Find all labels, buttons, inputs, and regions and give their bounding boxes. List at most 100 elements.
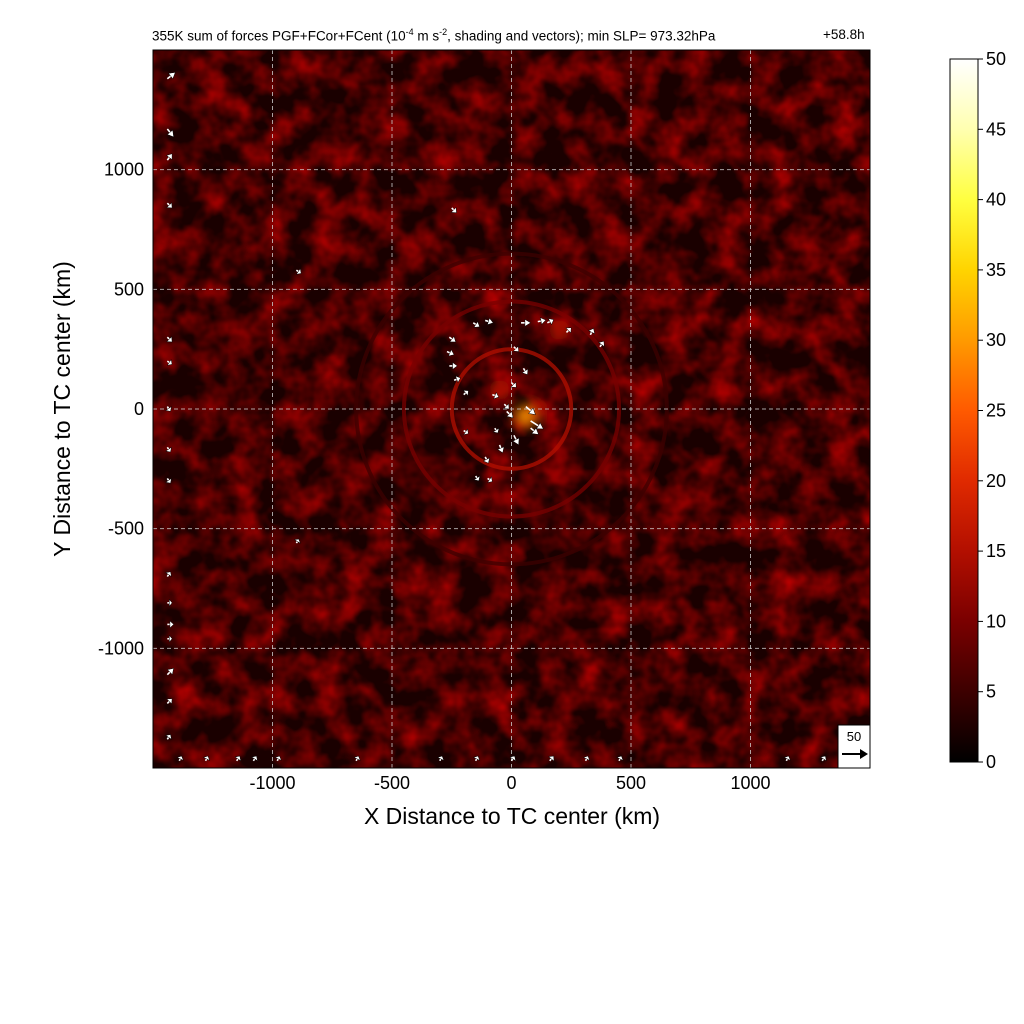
force-vector [503, 403, 510, 410]
forecast-hour-label: +58.8h [823, 27, 865, 42]
force-vector [293, 538, 301, 544]
colorbar-tick-label: 10 [986, 611, 1006, 631]
force-vector [167, 634, 173, 643]
force-vector [548, 755, 555, 762]
vector-layer [165, 72, 827, 762]
x-tick-label: -500 [374, 773, 410, 793]
x-tick-label: 500 [616, 773, 646, 793]
force-vector [176, 755, 184, 762]
x-axis-title: X Distance to TC center (km) [364, 803, 660, 829]
force-vector [512, 434, 520, 446]
y-tick-label: -500 [108, 519, 144, 539]
x-tick-label: -1000 [249, 773, 295, 793]
force-vector [166, 128, 175, 138]
colorbar-gradient [949, 58, 979, 763]
y-tick-labels: -1000 -500 0 500 1000 [98, 160, 144, 659]
colorbar-tick-label: 45 [986, 119, 1006, 139]
colorbar-tick-label: 25 [986, 401, 1006, 421]
plot-area [152, 49, 871, 769]
force-vector [484, 317, 494, 326]
chart-title: 355K sum of forces PGF+FCor+FCent (10-4 … [152, 27, 716, 44]
force-vector [506, 410, 514, 419]
force-vector [167, 598, 173, 608]
force-vector [450, 206, 457, 214]
colorbar-tick-label: 30 [986, 330, 1006, 350]
colorbar-tick-label: 35 [986, 260, 1006, 280]
reference-vector-frame [837, 724, 871, 769]
force-vector [274, 755, 282, 762]
force-vector [166, 358, 173, 366]
x-tick-labels: -1000 -500 0 500 1000 [249, 773, 770, 793]
force-vector [353, 755, 361, 762]
force-vector [166, 202, 173, 209]
colorbar-tick-label: 20 [986, 471, 1006, 491]
y-tick-label: 500 [114, 279, 144, 299]
plot-frame [152, 49, 871, 769]
ring-0 [449, 347, 574, 471]
force-vector [167, 620, 175, 629]
force-vector [537, 317, 547, 325]
ring-1 [401, 299, 622, 519]
force-vector [166, 336, 173, 343]
colorbar-tick-label: 5 [986, 682, 996, 702]
y-tick-label: 1000 [104, 160, 144, 180]
grid-layer [153, 50, 870, 768]
x-tick-label: 0 [506, 773, 516, 793]
force-vector [295, 267, 302, 275]
y-axis-title: Y Distance to TC center (km) [49, 261, 75, 557]
force-vector [202, 755, 211, 762]
force-vector [449, 361, 458, 370]
force-vector [165, 406, 172, 412]
colorbar-ticks: 0 5 10 15 20 25 30 35 40 45 50 [978, 49, 1006, 772]
reference-vector-label: 50 [847, 729, 861, 744]
force-vector [166, 72, 176, 80]
force-vector [234, 755, 242, 762]
force-vector [472, 320, 481, 328]
force-vector [463, 428, 469, 436]
y-tick-label: 0 [134, 399, 144, 419]
force-vector [487, 476, 493, 483]
force-vector [525, 405, 536, 415]
hotspot-1 [489, 379, 510, 400]
force-vector [165, 734, 172, 740]
colorbar: 0 5 10 15 20 25 30 35 40 45 50 [949, 49, 1006, 772]
colorbar-tick-label: 0 [986, 752, 996, 772]
force-vector [521, 318, 532, 327]
force-vector [546, 318, 555, 326]
force-vector [616, 755, 624, 762]
force-vector [819, 755, 827, 762]
force-vector [251, 755, 258, 762]
force-vector [165, 571, 172, 578]
force-vector [165, 153, 173, 161]
force-vector [165, 477, 172, 484]
y-tick-label: -1000 [98, 638, 144, 658]
force-vector [512, 345, 519, 352]
force-vector [565, 327, 572, 334]
force-vector [472, 755, 481, 762]
force-vector [510, 381, 517, 388]
force-vector [436, 755, 445, 762]
x-tick-label: 1000 [730, 773, 770, 793]
force-vector [166, 698, 173, 705]
force-vector [448, 335, 457, 343]
reference-vector-head [860, 749, 868, 759]
hotspot-3 [549, 320, 570, 341]
reference-vector-box: 50 [837, 724, 871, 769]
force-vector [166, 667, 175, 676]
force-vector [497, 444, 505, 454]
force-vector [598, 340, 605, 348]
force-vector [530, 420, 544, 430]
force-vector [521, 367, 529, 376]
colorbar-tick-label: 50 [986, 49, 1006, 69]
force-vector [492, 427, 500, 434]
hotspot-2 [527, 399, 548, 419]
force-vector [462, 390, 469, 397]
force-vector [446, 349, 455, 357]
force-vector [783, 755, 791, 762]
force-vector [582, 755, 591, 762]
force-vector [165, 446, 172, 453]
force-vector [509, 755, 517, 762]
force-vector [482, 456, 490, 464]
colorbar-tick-label: 15 [986, 541, 1006, 561]
